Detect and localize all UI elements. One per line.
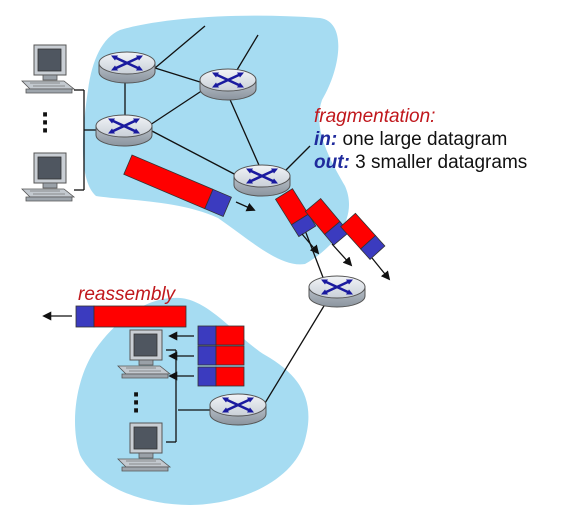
fragment-2 xyxy=(304,198,350,246)
out-key: out: xyxy=(314,152,350,173)
in-line: in: one large datagram xyxy=(314,129,507,151)
arriving-fragment-2 xyxy=(197,345,245,366)
router-icon xyxy=(307,274,367,309)
fragmentation-title: fragmentation: xyxy=(314,106,436,127)
router-icon xyxy=(232,163,292,198)
reassembly-label: reassembly xyxy=(78,284,176,305)
in-key: in: xyxy=(314,129,338,150)
in-text: one large datagram xyxy=(342,129,508,150)
arriving-fragment-3 xyxy=(197,366,245,387)
arriving-fragment-1 xyxy=(197,325,245,346)
out-line: out: 3 smaller datagrams xyxy=(314,152,527,174)
fragment-1 xyxy=(274,188,317,238)
desktop-computer-icon xyxy=(21,152,75,202)
fragment-3 xyxy=(340,212,386,260)
reassembled-datagram xyxy=(75,305,187,328)
hosts-ellipsis-upper: · · · xyxy=(40,103,50,144)
lower-network-cloud xyxy=(75,297,309,505)
hosts-ellipsis-lower: · · · xyxy=(131,383,141,424)
router-icon xyxy=(208,392,268,427)
router-icon xyxy=(97,50,157,85)
desktop-computer-icon xyxy=(21,44,75,94)
large-datagram xyxy=(123,154,232,218)
arriving-arrows xyxy=(168,331,194,381)
router-icon xyxy=(94,113,154,148)
out-text: 3 smaller datagrams xyxy=(355,152,528,173)
router-icon xyxy=(198,67,258,102)
